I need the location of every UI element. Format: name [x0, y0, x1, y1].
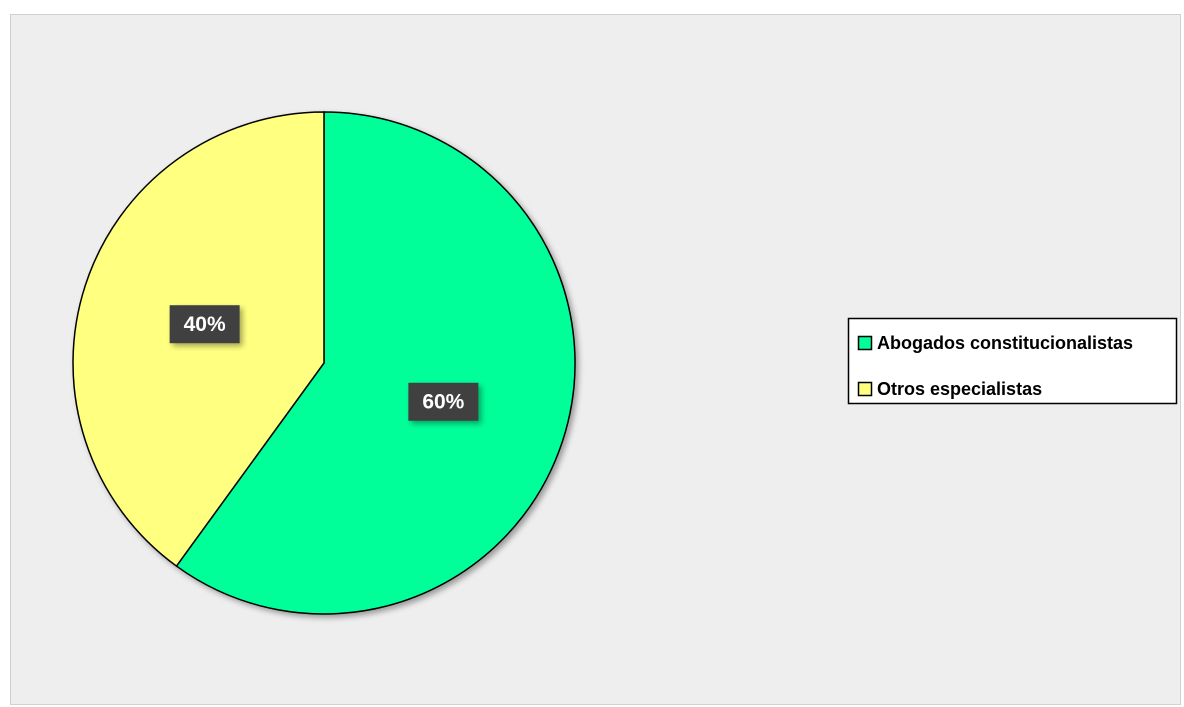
pie — [72, 111, 576, 615]
legend-swatch — [857, 381, 873, 397]
data-label-box — [169, 305, 240, 344]
legend-label: Abogados constitucionalistas — [877, 333, 1133, 353]
data-label: 60% — [422, 390, 464, 413]
data-label-box — [408, 382, 479, 421]
legend — [847, 317, 1178, 405]
legend-swatch — [857, 335, 873, 351]
legend-label: Otros especialistas — [877, 379, 1042, 399]
pie-slice — [175, 111, 576, 615]
data-label: 40% — [184, 313, 226, 336]
